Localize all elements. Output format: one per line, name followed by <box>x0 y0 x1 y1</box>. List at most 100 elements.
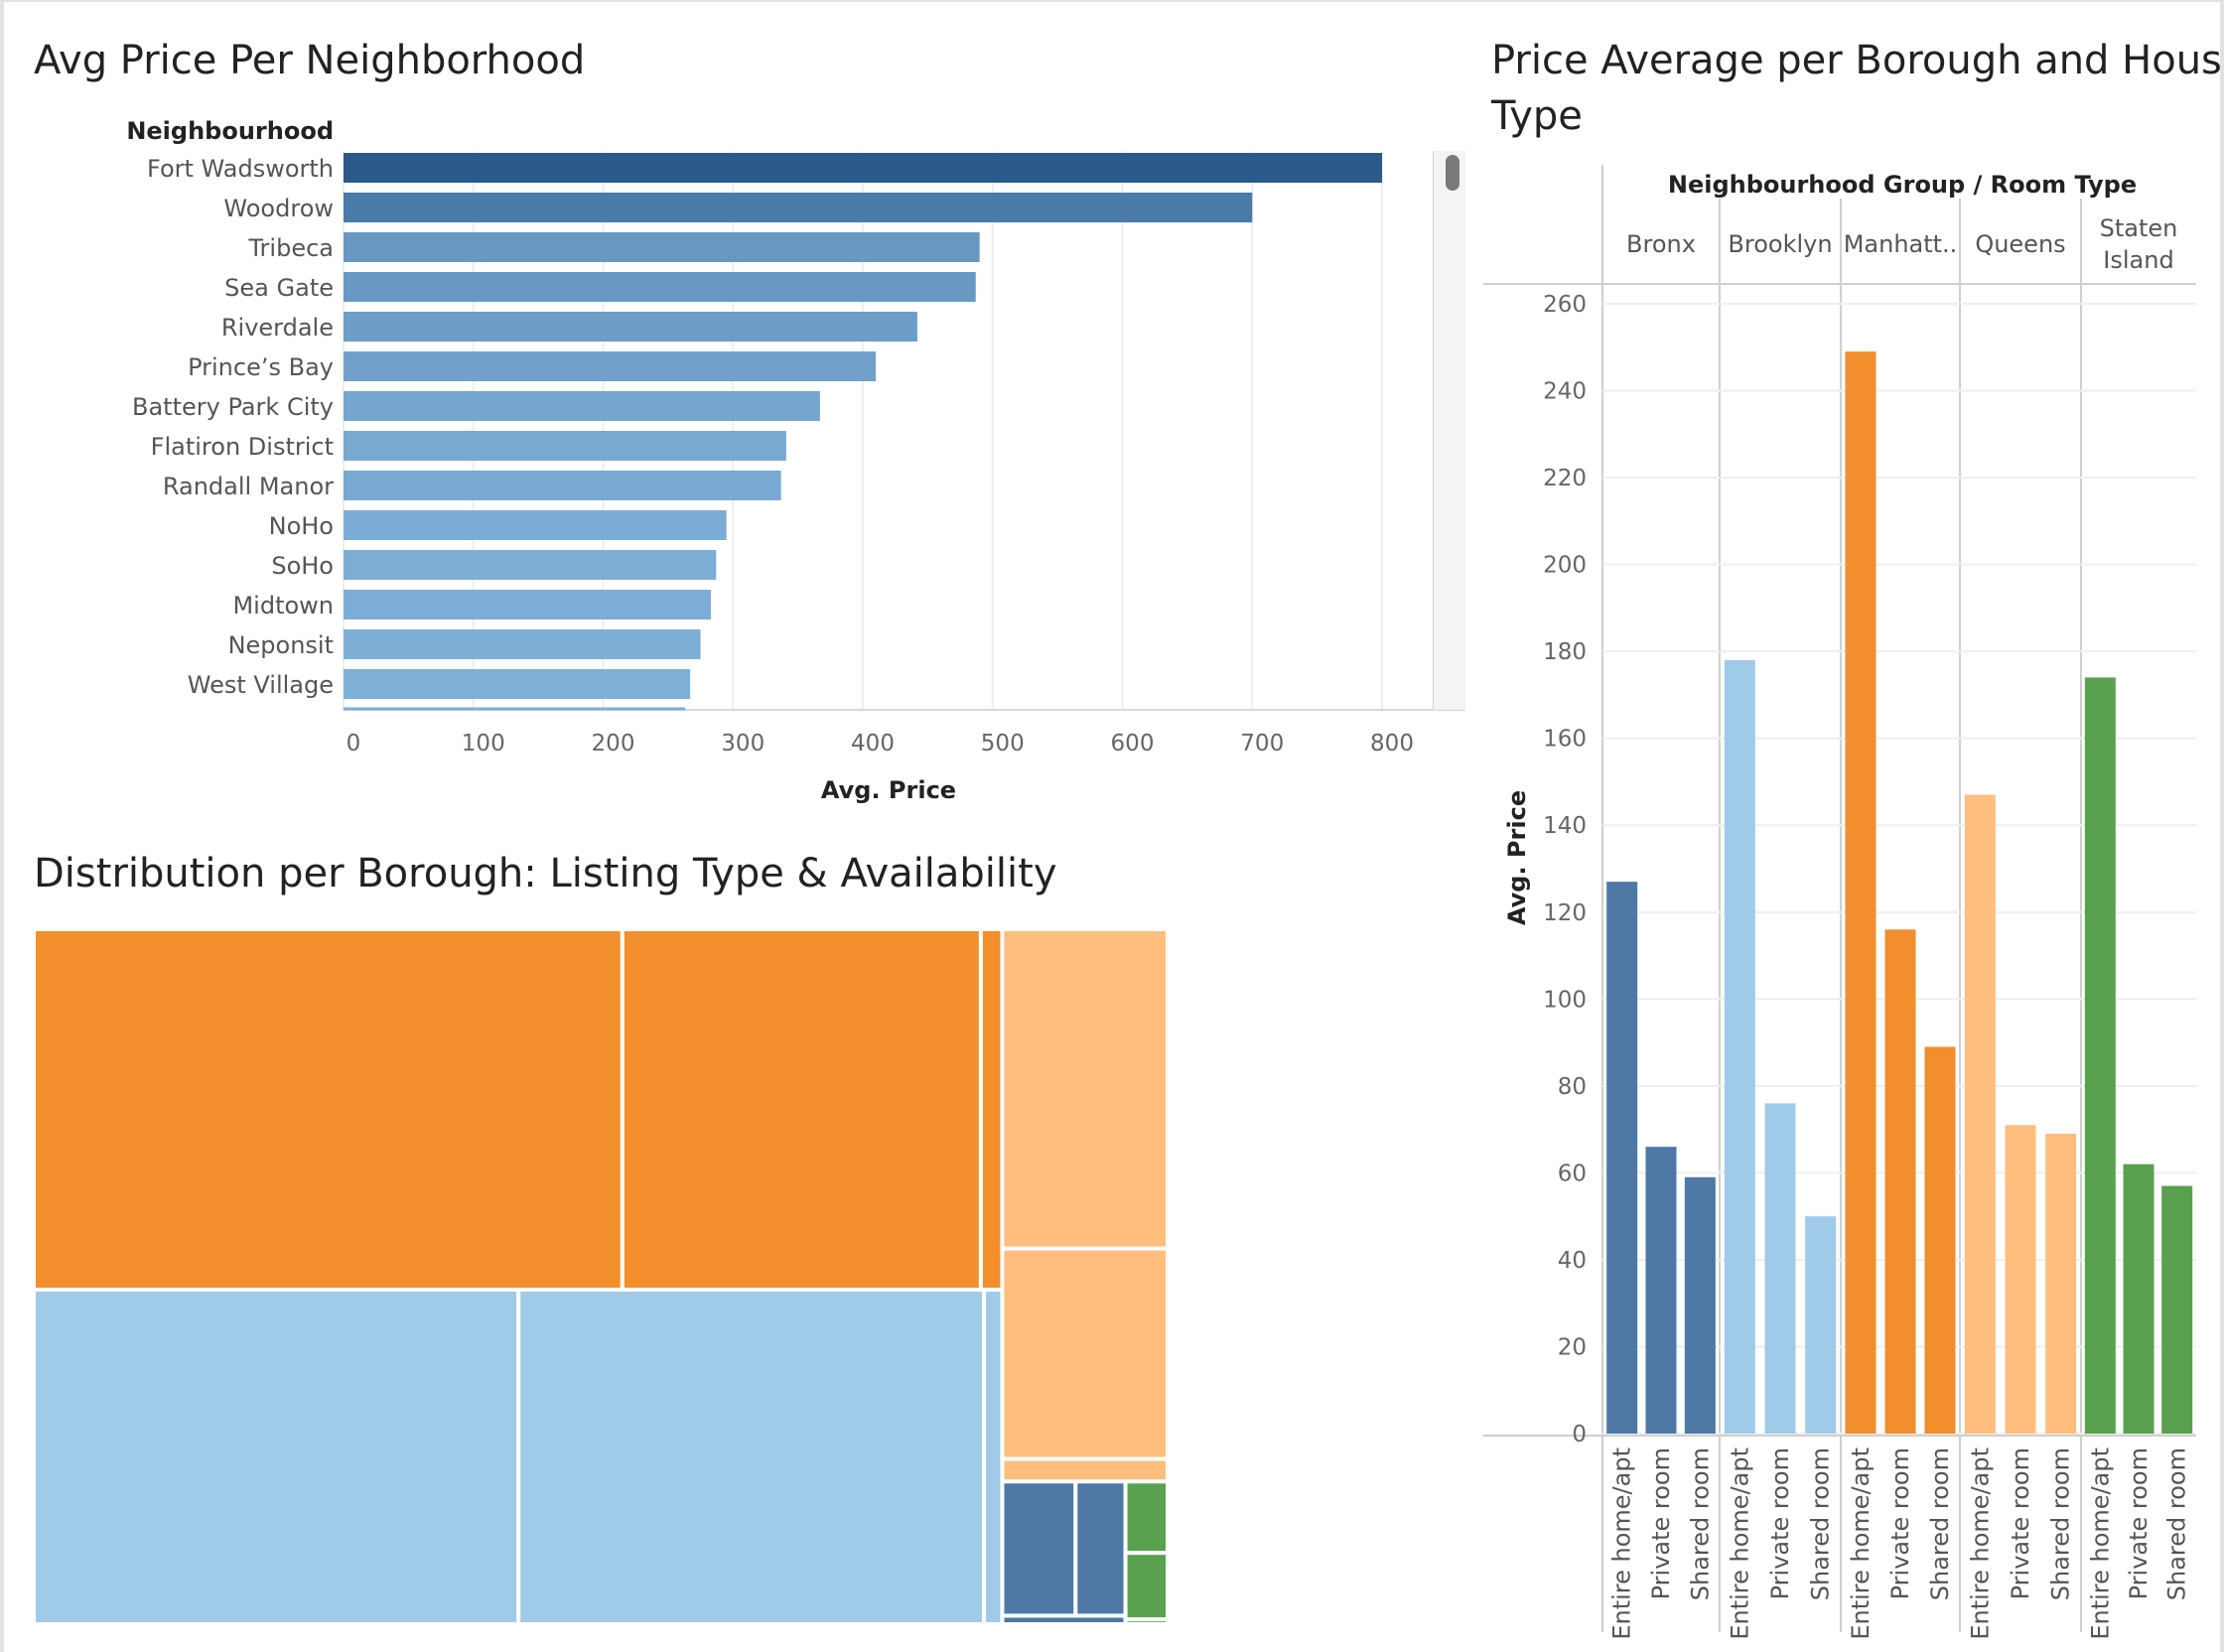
neighborhood-label: NoHo <box>269 512 334 540</box>
neighborhood-label: Randall Manor <box>163 473 334 500</box>
bar-neponsit[interactable] <box>344 629 701 659</box>
neighborhood-bars <box>344 153 1382 699</box>
neighborhood-x-axis-title: Avg. Price <box>821 776 956 804</box>
y-tick-100: 100 <box>1543 987 1587 1013</box>
bar-bronx-1[interactable] <box>1645 1147 1677 1434</box>
scrollbar-track[interactable] <box>1434 151 1465 710</box>
treemap-bronx-2[interactable] <box>1000 1613 1128 1626</box>
neighborhood-label: Woodrow <box>223 195 334 222</box>
treemap-queens-0[interactable] <box>1000 927 1171 1251</box>
neighborhood-label: Fort Wadsworth <box>147 155 334 183</box>
bar-randall-manor[interactable] <box>344 471 781 500</box>
neighborhood-label: Prince’s Bay <box>188 353 334 381</box>
neighborhood-label: Midtown <box>232 592 334 620</box>
group-header: Island <box>2103 246 2173 274</box>
treemap-manhattan-0[interactable] <box>32 927 625 1293</box>
y-tick-40: 40 <box>1558 1248 1587 1274</box>
bar-staten_island-1[interactable] <box>2123 1164 2154 1434</box>
borough-group-headers: Bronx Brooklyn Manhatt.. Queens Staten Island <box>1626 214 2177 274</box>
bar-manhattan-2[interactable] <box>1924 1046 1956 1434</box>
treemap-bronx-1[interactable] <box>1073 1479 1128 1618</box>
bar-manhattan-0[interactable] <box>1845 351 1876 1435</box>
room-type-label: Private room <box>1647 1447 1675 1599</box>
room-type-label: Shared room <box>2047 1447 2075 1600</box>
x-tick-800: 800 <box>1370 731 1414 757</box>
treemap-rects <box>32 927 1171 1627</box>
treemap-brooklyn-2[interactable] <box>982 1288 1005 1626</box>
borough-chart-title-line1: Price Average per Borough and House <box>1491 38 2224 83</box>
treemap-title: Distribution per Borough: Listing Type &… <box>34 851 1057 896</box>
bar-riverdale[interactable] <box>344 312 917 342</box>
bar-queens-1[interactable] <box>2005 1125 2036 1434</box>
treemap-brooklyn-0[interactable] <box>32 1288 521 1626</box>
bar-fort-wadsworth[interactable] <box>344 153 1382 183</box>
neighborhood-label: Sea Gate <box>224 274 334 302</box>
room-type-label: Entire home/apt <box>1608 1447 1636 1640</box>
bar-soho[interactable] <box>344 550 717 580</box>
room-type-label: Entire home/apt <box>1726 1447 1753 1640</box>
room-type-label: Private room <box>1766 1447 1794 1599</box>
group-header: Brooklyn <box>1728 230 1832 258</box>
borough-chart-title-line2: Type <box>1490 93 1583 139</box>
neighborhood-label: SoHo <box>271 552 334 580</box>
borough-chart-frame <box>1483 165 2196 1632</box>
treemap-queens-2[interactable] <box>1000 1456 1171 1484</box>
treemap-manhattan-1[interactable] <box>620 927 983 1293</box>
frame-right-border <box>2220 0 2224 1652</box>
neighborhood-label: Tribeca <box>247 234 334 262</box>
bar-prince-s-bay[interactable] <box>344 351 877 381</box>
neighborhood-label: Battery Park City <box>132 393 334 421</box>
bar-woodrow[interactable] <box>344 193 1253 222</box>
borough-room-type-chart: Price Average per Borough and House Type… <box>1483 38 2224 1640</box>
group-header: Manhatt.. <box>1844 230 1958 258</box>
neighborhood-chart-title: Avg Price Per Neighborhood <box>34 38 585 83</box>
bar-brooklyn-1[interactable] <box>1764 1103 1796 1434</box>
bar-bronx-0[interactable] <box>1606 882 1638 1434</box>
y-tick-220: 220 <box>1543 466 1587 491</box>
bar-queens-0[interactable] <box>1964 794 1996 1434</box>
x-tick-500: 500 <box>981 731 1025 757</box>
bar-noho[interactable] <box>344 510 727 540</box>
neighborhood-label: Riverdale <box>221 314 334 342</box>
room-type-label: Shared room <box>1686 1447 1714 1600</box>
bar-midtown[interactable] <box>344 590 712 620</box>
treemap-brooklyn-1[interactable] <box>516 1288 987 1626</box>
borough-y-ticks: 0 20 40 60 80 100 120 140 160 180 200 220 240 260 <box>1543 292 1587 1447</box>
treemap-staten-island-1[interactable] <box>1123 1551 1171 1622</box>
treemap-queens-1[interactable] <box>1000 1246 1171 1461</box>
y-tick-180: 180 <box>1543 639 1587 665</box>
treemap-bronx-0[interactable] <box>1000 1479 1078 1618</box>
bar-staten_island-0[interactable] <box>2084 677 2116 1434</box>
bar-battery-park-city[interactable] <box>344 391 820 421</box>
y-tick-240: 240 <box>1543 379 1587 405</box>
bar-manhattan-1[interactable] <box>1884 929 1916 1434</box>
bar-sea-gate[interactable] <box>344 272 976 302</box>
bar-brooklyn-0[interactable] <box>1724 659 1755 1434</box>
bar-brooklyn-2[interactable] <box>1805 1216 1837 1434</box>
y-tick-200: 200 <box>1543 553 1587 579</box>
scrollbar-thumb[interactable] <box>1446 155 1460 191</box>
group-header: Staten <box>2100 214 2178 242</box>
bar-bronx-2[interactable] <box>1684 1176 1716 1434</box>
bar-west-village[interactable] <box>344 669 691 699</box>
treemap-manhattan-2[interactable] <box>978 927 1005 1293</box>
x-tick-100: 100 <box>462 731 505 757</box>
y-tick-120: 120 <box>1543 900 1587 926</box>
treemap-staten-island-2[interactable] <box>1123 1617 1171 1627</box>
bar-queens-2[interactable] <box>2045 1133 2077 1434</box>
bar-flatiron-district[interactable] <box>344 431 786 461</box>
neighbourhood-axis-header: Neighbourhood <box>126 117 334 145</box>
neighborhood-label: Flatiron District <box>151 433 334 461</box>
neighborhood-label: West Village <box>188 671 334 699</box>
x-tick-400: 400 <box>851 731 895 757</box>
room-type-label: Shared room <box>1807 1447 1835 1600</box>
bar-tribeca[interactable] <box>344 232 980 262</box>
y-tick-60: 60 <box>1558 1161 1587 1186</box>
room-type-label: Entire home/apt <box>1966 1447 1994 1640</box>
neighborhood-labels: Fort Wadsworth Woodrow Tribeca Sea Gate Rive… <box>132 155 334 699</box>
treemap-staten-island-0[interactable] <box>1123 1479 1171 1556</box>
group-header: Bronx <box>1626 230 1696 258</box>
bar-staten_island-2[interactable] <box>2161 1185 2193 1434</box>
borough-y-axis-title: Avg. Price <box>1503 790 1531 925</box>
y-tick-0: 0 <box>1572 1422 1587 1447</box>
